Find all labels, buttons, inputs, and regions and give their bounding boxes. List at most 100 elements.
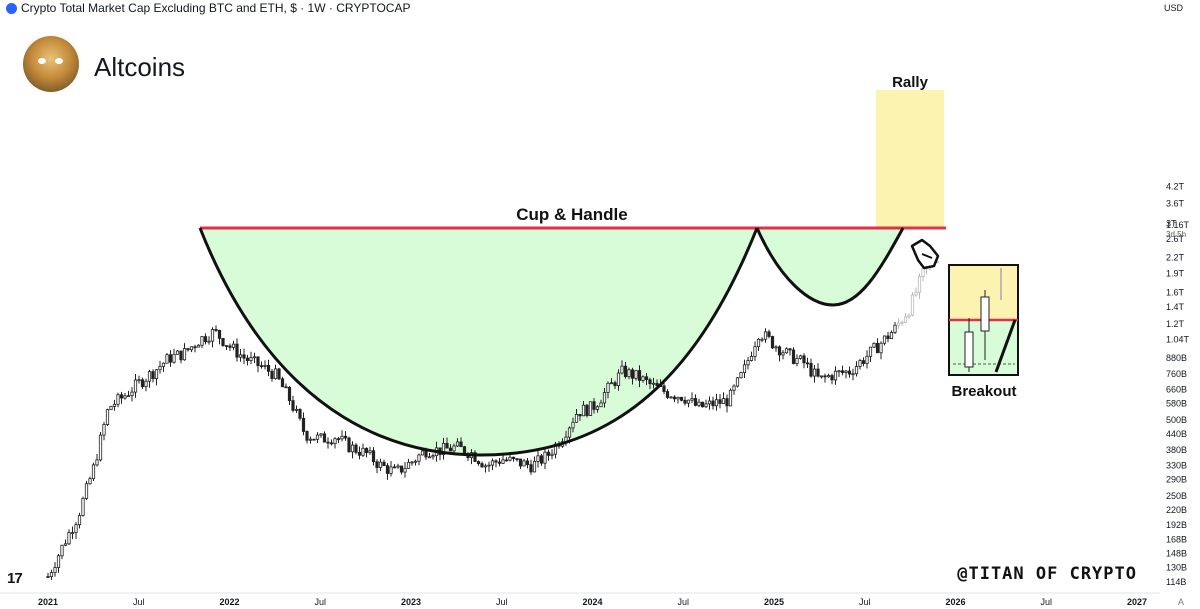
- candle-body: [161, 362, 166, 367]
- candle-body: [630, 369, 635, 379]
- candle-body: [420, 450, 425, 456]
- candle-body: [123, 395, 127, 399]
- candle-body: [791, 349, 796, 364]
- candle-body: [361, 447, 365, 456]
- y-tick-label: 2.2T: [1166, 253, 1185, 263]
- candle-body: [445, 442, 449, 449]
- candle-body: [294, 408, 299, 411]
- candle-body: [102, 424, 106, 436]
- candle-body: [749, 355, 754, 361]
- rally-label: Rally: [892, 74, 929, 91]
- candle-body: [865, 355, 869, 364]
- y-tick-label: 130B: [1166, 563, 1187, 573]
- candle-body: [501, 459, 505, 464]
- candle-body: [746, 360, 750, 366]
- y-tick-label: 660B: [1166, 385, 1187, 395]
- y-tick-label: 760B: [1166, 369, 1187, 379]
- candle-body: [861, 360, 866, 364]
- candle-body: [693, 398, 698, 406]
- candle-body: [193, 346, 197, 349]
- candle-body: [389, 466, 393, 474]
- candle-body: [186, 348, 190, 351]
- candle-body: [98, 434, 103, 461]
- x-tick-label: 2023: [401, 597, 421, 607]
- price-candles: [46, 255, 939, 581]
- candle-body: [476, 461, 481, 465]
- currency-label[interactable]: USD: [1164, 3, 1184, 13]
- candle-body: [588, 401, 593, 416]
- candle-body: [868, 346, 873, 357]
- candle-body: [529, 464, 533, 473]
- auto-scale-button[interactable]: A: [1178, 597, 1185, 607]
- page-title: Altcoins: [94, 52, 186, 82]
- candle-body: [151, 371, 155, 380]
- candle-body: [228, 345, 232, 348]
- candle-body: [756, 338, 761, 348]
- y-tick-label: 3.6T: [1166, 199, 1185, 209]
- y-tick-label: 192B: [1166, 520, 1187, 530]
- candle-body: [914, 291, 918, 296]
- candle-body: [805, 362, 810, 365]
- candle-body: [690, 398, 694, 401]
- candle-body: [816, 368, 820, 377]
- candle-body: [441, 442, 446, 455]
- candle-body: [165, 354, 169, 364]
- candle-body: [336, 438, 341, 441]
- candle-body: [403, 467, 407, 473]
- y-tick-label: 380B: [1166, 445, 1187, 455]
- candle-body: [907, 314, 911, 318]
- candle-body: [721, 398, 726, 404]
- candle-body: [578, 413, 582, 417]
- x-tick-label: Jul: [1040, 597, 1052, 607]
- y-tick-label: 1.2T: [1166, 319, 1185, 329]
- candle-body: [333, 438, 337, 444]
- price-label: 1.16T 3d 5h: [1166, 220, 1190, 239]
- candle-body: [893, 324, 897, 333]
- candle-body: [676, 396, 680, 400]
- watermark: @TITAN OF CRYPTO: [957, 564, 1137, 584]
- candle-body: [245, 357, 250, 362]
- candle-body: [585, 404, 589, 416]
- symbol-header[interactable]: Crypto Total Market Cap Excluding BTC an…: [6, 1, 410, 15]
- candle-body: [711, 400, 715, 407]
- candle-body: [95, 459, 99, 466]
- candle-body: [739, 372, 743, 379]
- candle-body: [375, 461, 379, 468]
- candle-body: [851, 373, 855, 376]
- candle-body: [200, 336, 204, 346]
- candle-body: [347, 437, 351, 453]
- candle-body: [767, 331, 771, 337]
- tradingview-logo-icon[interactable]: 17: [7, 570, 23, 587]
- candle-body: [697, 401, 701, 406]
- candle-body: [53, 567, 57, 574]
- candle-body: [763, 331, 768, 340]
- candle-body: [620, 365, 624, 374]
- candle-body: [326, 441, 330, 444]
- candle-body: [700, 401, 705, 408]
- candle-body: [308, 438, 313, 441]
- candle-body: [277, 368, 281, 380]
- candle-body: [210, 329, 215, 342]
- candle-body: [644, 376, 649, 381]
- candle-body: [840, 370, 845, 373]
- candle-body: [130, 391, 134, 397]
- candle-body: [396, 465, 400, 468]
- candle-body: [312, 438, 316, 441]
- candle-body: [172, 353, 176, 363]
- candle-body: [672, 396, 677, 400]
- symbol-logo-icon: [6, 2, 17, 14]
- candle-body: [627, 369, 631, 378]
- y-tick-label: 168B: [1166, 535, 1187, 545]
- candle-body: [854, 366, 859, 375]
- candle-body: [189, 346, 194, 351]
- candle-body: [364, 447, 369, 454]
- y-tick-label: 220B: [1166, 505, 1187, 515]
- y-tick-label: 500B: [1166, 415, 1187, 425]
- candle-body: [203, 336, 208, 343]
- candle-body: [214, 329, 218, 331]
- candle-body: [182, 348, 187, 361]
- candle-body: [427, 456, 432, 459]
- candle-body: [158, 366, 162, 371]
- x-tick-label: 2022: [219, 597, 239, 607]
- x-tick-label: 2021: [38, 597, 58, 607]
